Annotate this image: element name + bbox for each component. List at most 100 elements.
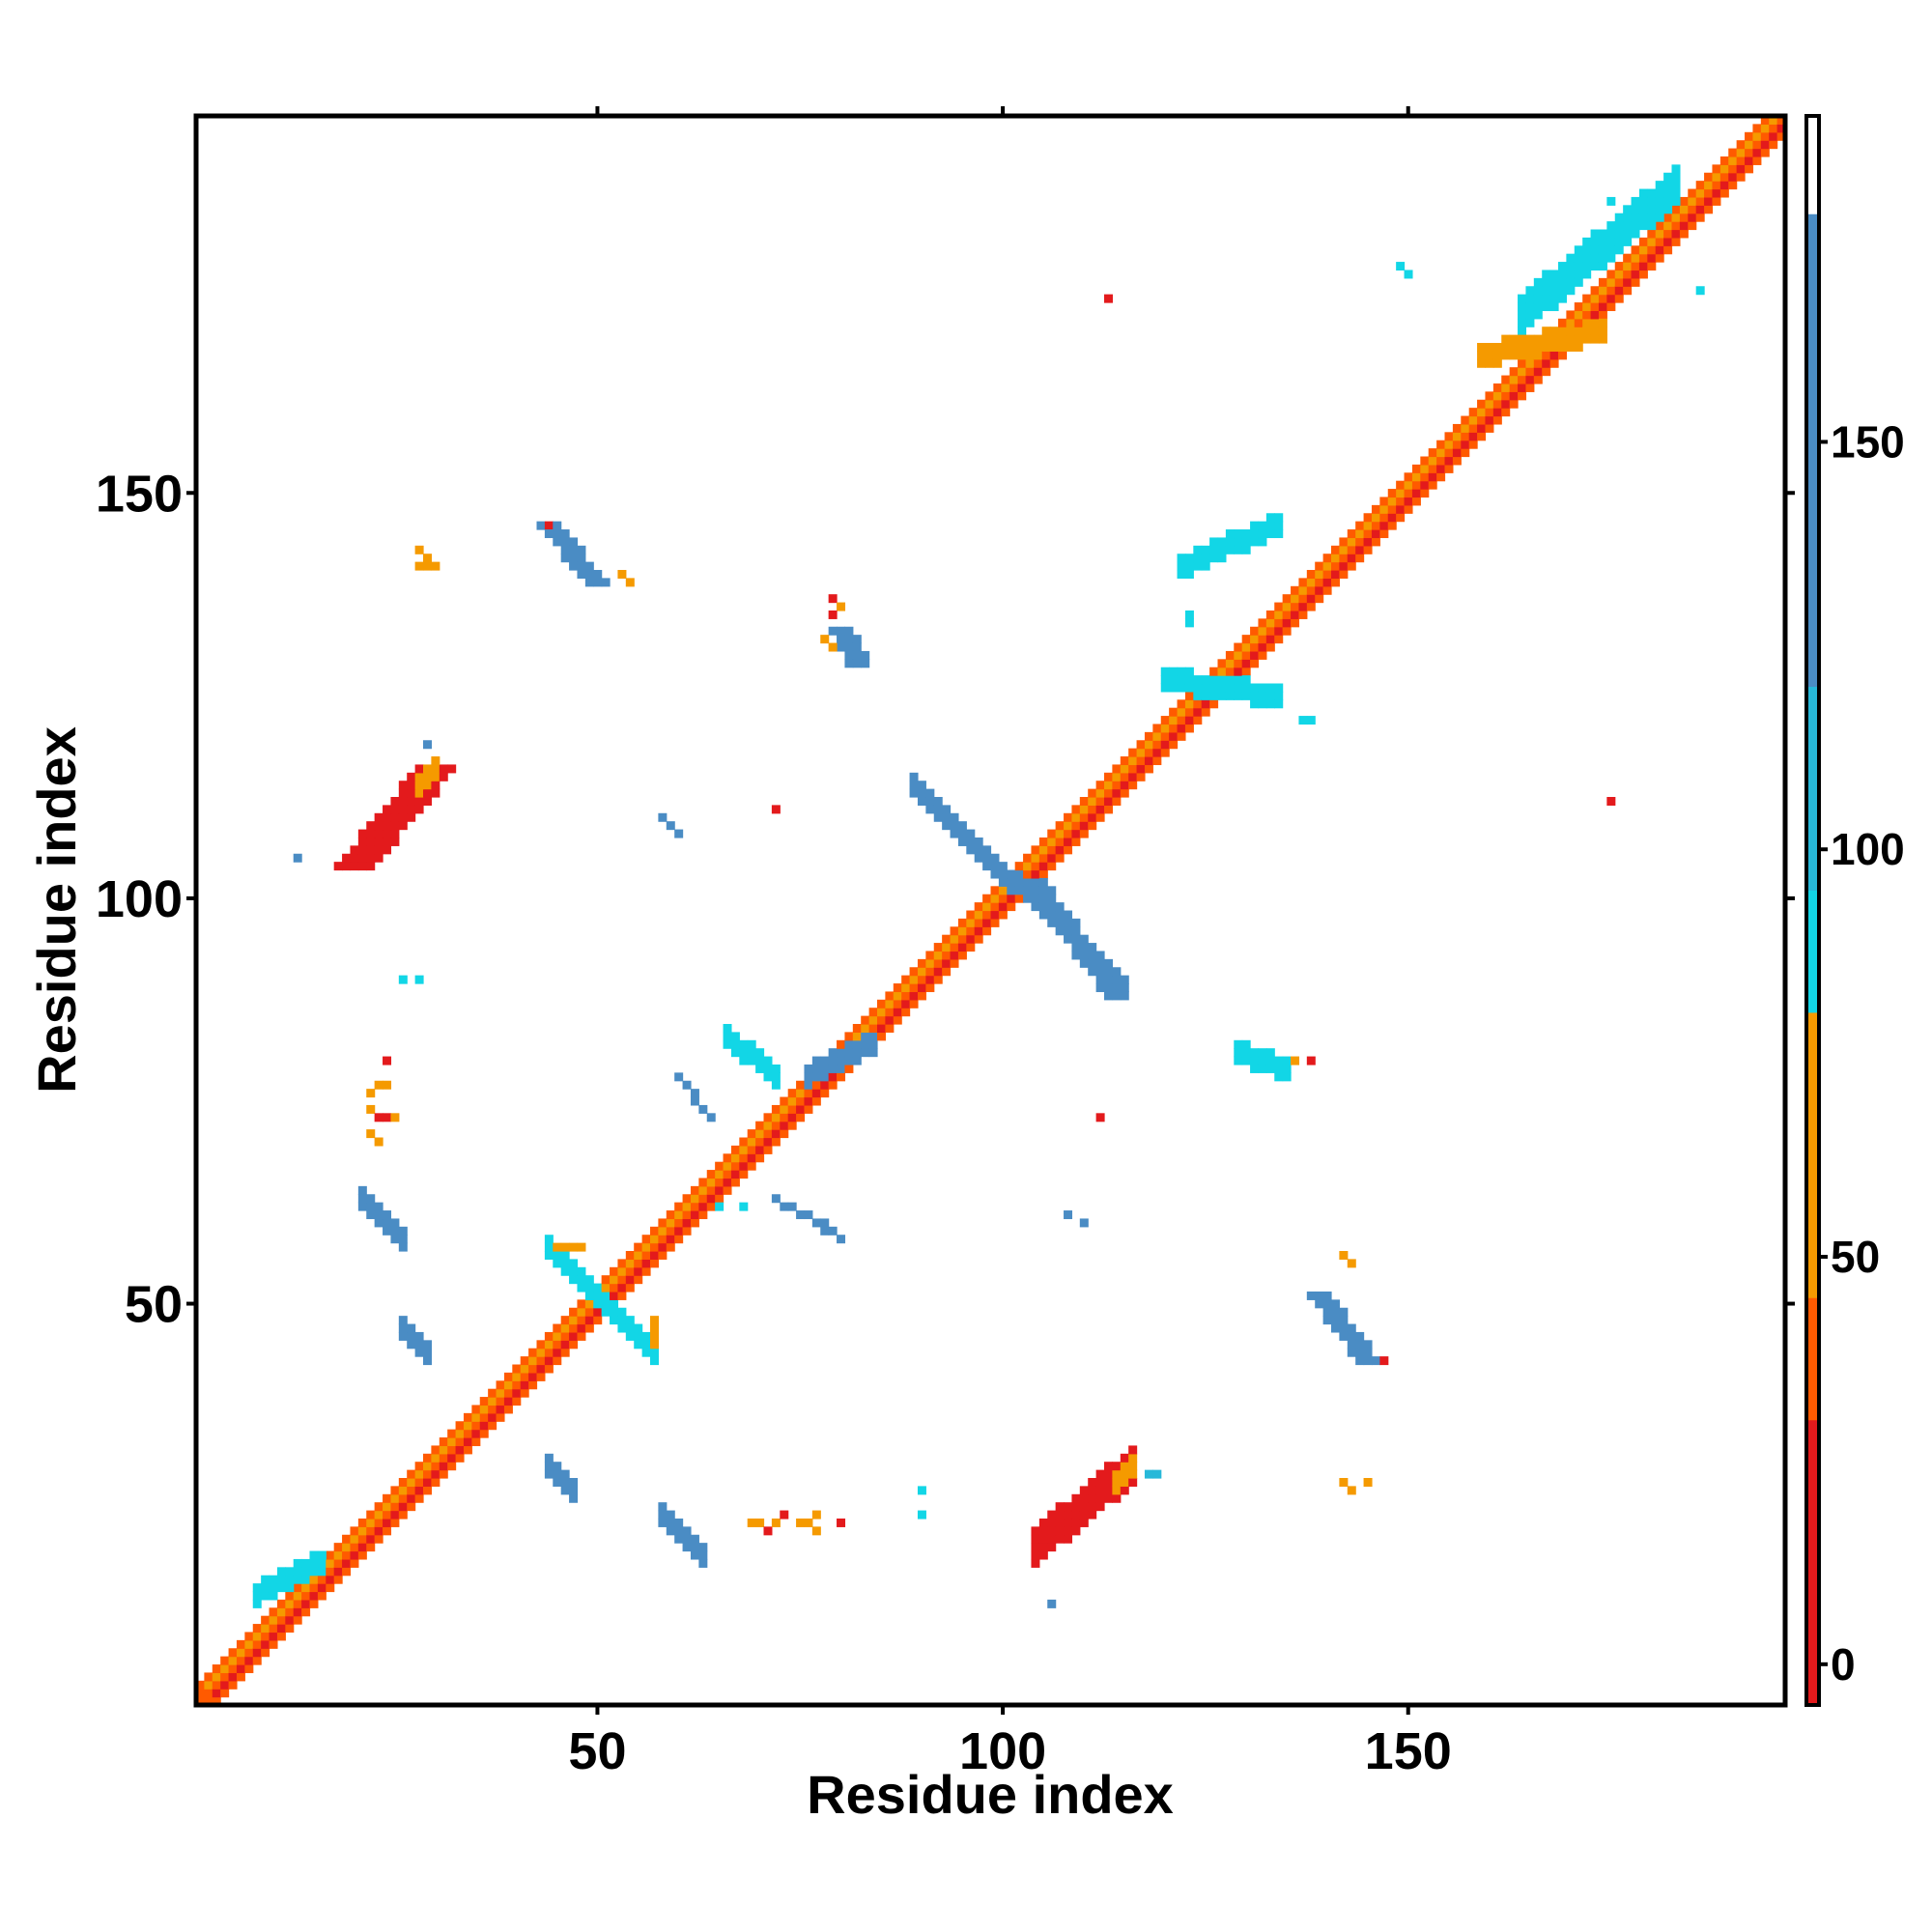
contact-cell xyxy=(293,1607,302,1617)
contact-cell xyxy=(1014,862,1024,871)
contact-cell xyxy=(553,1259,562,1268)
contact-cell xyxy=(569,1340,579,1350)
contact-cell xyxy=(1647,213,1657,222)
contact-cell xyxy=(747,1048,756,1058)
contact-cell xyxy=(868,1032,878,1041)
contact-cell xyxy=(383,821,392,831)
contact-cell xyxy=(690,1185,699,1195)
contact-cell xyxy=(569,1331,579,1341)
contact-cell xyxy=(1420,456,1430,466)
contact-cell xyxy=(1265,1048,1275,1058)
contact-cell xyxy=(285,1583,295,1593)
contact-cell xyxy=(1518,351,1527,360)
contact-cell xyxy=(1331,545,1340,554)
contact-cell xyxy=(1331,570,1340,579)
contact-cell xyxy=(1128,1469,1138,1479)
contact-cell xyxy=(617,1266,627,1276)
contact-cell xyxy=(1064,1510,1073,1520)
contact-cell xyxy=(1347,1331,1356,1341)
contact-cell xyxy=(1071,837,1081,846)
contact-cell xyxy=(1533,294,1543,303)
contact-cell xyxy=(1038,1526,1048,1536)
contact-cell xyxy=(1217,554,1227,563)
contact-cell xyxy=(950,951,959,960)
contact-cell xyxy=(828,1048,838,1058)
contact-cell xyxy=(1234,650,1243,660)
contact-cell xyxy=(601,1299,611,1309)
contact-cell xyxy=(617,570,627,579)
contact-cell xyxy=(641,1235,651,1244)
contact-cell xyxy=(1477,351,1487,360)
contact-cell xyxy=(1031,1526,1040,1536)
contact-cell xyxy=(423,788,432,798)
contact-cell xyxy=(455,1445,465,1455)
contact-cell xyxy=(844,650,854,660)
contact-cell xyxy=(990,853,1000,863)
contact-cell xyxy=(1209,554,1219,563)
contact-cell xyxy=(974,918,983,927)
contact-cell xyxy=(366,829,376,838)
contact-cell xyxy=(1404,472,1413,482)
contact-cell xyxy=(1306,570,1316,579)
contact-cell xyxy=(1518,343,1527,352)
contact-cell xyxy=(1582,237,1592,246)
contact-cell xyxy=(1169,667,1179,676)
contact-cell xyxy=(658,1226,668,1236)
contact-cell xyxy=(641,1251,651,1260)
contact-cell xyxy=(1315,561,1324,571)
contact-cell xyxy=(755,1064,765,1073)
contact-cell xyxy=(1363,537,1373,547)
contact-cell xyxy=(811,1056,821,1065)
contact-cell xyxy=(1031,894,1040,903)
contact-cell xyxy=(1590,334,1600,344)
contact-cell xyxy=(1745,156,1754,165)
contact-cell xyxy=(690,1210,699,1220)
contact-cell xyxy=(1542,334,1551,344)
contact-cell xyxy=(544,1251,554,1260)
contact-cell xyxy=(1047,845,1057,855)
contact-cell xyxy=(723,1178,732,1187)
contact-cell xyxy=(998,894,1008,903)
contact-cell xyxy=(1363,1478,1373,1487)
contact-cell xyxy=(650,1348,659,1357)
contact-cell xyxy=(1095,781,1105,790)
contact-cell xyxy=(1031,877,1040,887)
contact-cell xyxy=(236,1656,245,1665)
contact-cell xyxy=(601,578,611,587)
contact-cell xyxy=(471,1429,481,1438)
contact-cell xyxy=(1549,334,1559,344)
contact-cell xyxy=(414,1486,424,1495)
contact-cell xyxy=(1055,1502,1065,1512)
contact-cell xyxy=(674,829,684,838)
contact-cell xyxy=(837,642,846,652)
contact-cell xyxy=(1079,797,1089,806)
contact-cell xyxy=(553,1242,562,1252)
contact-cell xyxy=(1282,626,1292,636)
contact-cell xyxy=(966,837,976,846)
contact-cell xyxy=(1217,691,1227,700)
contact-cell xyxy=(1184,716,1194,725)
contact-cell xyxy=(1712,164,1721,174)
contact-cell xyxy=(1444,432,1454,441)
colorbar-band xyxy=(1806,116,1819,214)
contact-cell xyxy=(1655,188,1664,198)
contact-cell xyxy=(1225,659,1235,668)
contact-cell xyxy=(698,1550,708,1560)
contact-cell xyxy=(698,1185,708,1195)
contact-cell xyxy=(610,1283,619,1293)
contact-cell xyxy=(383,1056,392,1065)
contact-cell xyxy=(1477,423,1487,433)
contact-cell xyxy=(1209,675,1219,685)
contact-cell xyxy=(715,1178,724,1187)
contact-cell xyxy=(1014,869,1024,879)
contact-cell xyxy=(407,1493,416,1503)
contact-cell xyxy=(1461,448,1470,458)
contact-cell xyxy=(398,1226,408,1236)
contact-cell xyxy=(982,845,992,855)
contact-cell xyxy=(1671,172,1681,182)
contact-cell xyxy=(1752,148,1762,157)
contact-cell xyxy=(1079,812,1089,822)
contact-cell xyxy=(739,1048,749,1058)
contact-cell xyxy=(252,1599,262,1608)
